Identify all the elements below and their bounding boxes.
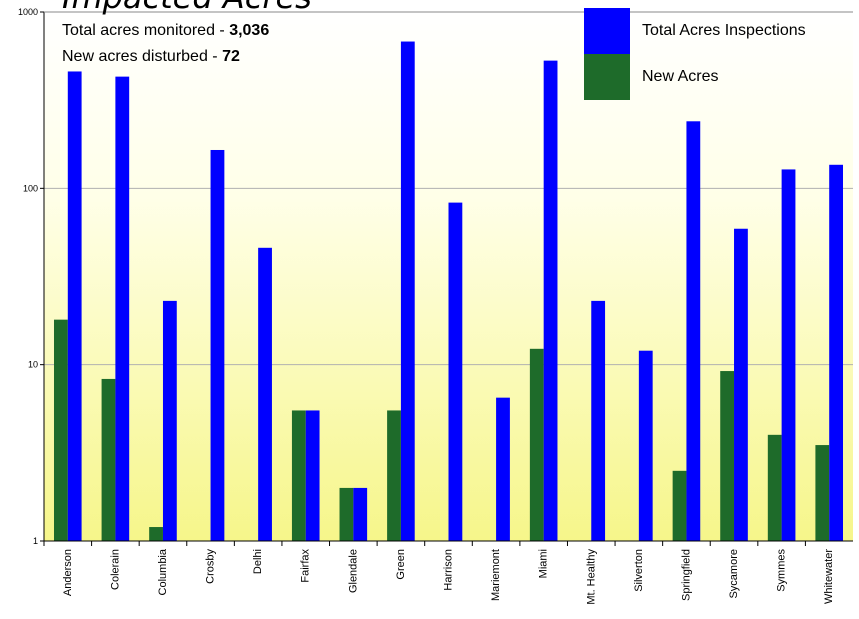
bar-total-acres: [353, 487, 368, 541]
x-tick-label: Green: [395, 549, 407, 580]
bar-total-acres: [400, 41, 415, 541]
bar-total-acres: [210, 149, 225, 542]
y-tick-label: 10: [28, 360, 38, 370]
x-tick-label: Whitewater: [823, 549, 835, 604]
x-tick-label: Fairfax: [300, 549, 312, 583]
x-tick-label: Sycamore: [728, 549, 740, 599]
legend-item-total: Total Acres Inspections: [584, 8, 806, 54]
x-tick-label: Anderson: [62, 549, 74, 596]
bar-new-acres: [720, 371, 735, 541]
x-tick-label: Harrison: [443, 549, 455, 591]
bar-total-acres: [829, 164, 844, 542]
bar-total-acres: [67, 71, 82, 541]
bar-total-acres: [448, 202, 463, 541]
bar-total-acres: [686, 121, 701, 541]
y-tick-label: 100: [23, 183, 38, 193]
bar-total-acres: [734, 228, 748, 542]
legend-label-new: New Acres: [642, 68, 719, 85]
bar-total-acres: [543, 60, 558, 541]
x-tick-label: Delhi: [252, 549, 264, 574]
bar-total-acres: [781, 169, 796, 541]
bar-new-acres: [291, 410, 306, 541]
bar-new-acres: [767, 434, 782, 541]
bar-total-acres: [496, 397, 510, 541]
bar-new-acres: [815, 445, 830, 541]
x-tick-label: Colerain: [109, 549, 121, 590]
x-tick-label: Mariemont: [490, 549, 502, 601]
x-tick-label: Mt. Healthy: [585, 549, 597, 605]
x-tick-label: Glendale: [347, 549, 359, 593]
x-tick-label: Crosby: [205, 549, 217, 584]
bar-new-acres: [529, 348, 544, 541]
legend-item-new: New Acres: [584, 54, 718, 100]
x-tick-label: Miami: [538, 549, 550, 578]
x-tick-label: Columbia: [157, 548, 169, 595]
labels: 1 10 100 1000 Anderson Colerain Columbia Crosby…: [18, 7, 835, 605]
x-tick-label: Springfield: [680, 549, 692, 601]
bar-new-acres: [339, 487, 354, 541]
bar-new-acres: [387, 410, 401, 541]
y-tick-label: 1000: [18, 7, 38, 17]
new-acres-annotation: New acres disturbed - 72: [62, 48, 240, 65]
bars: [53, 41, 844, 542]
bar-new-acres: [101, 378, 116, 541]
chart-title: Impacted Acres: [62, 0, 312, 16]
bar-total-acres: [638, 350, 653, 541]
legend-swatch-total: [584, 8, 630, 54]
y-tick-label: 1: [33, 536, 38, 546]
x-tick-label: Symmes: [776, 549, 788, 592]
total-acres-annotation: Total acres monitored - 3,036: [62, 22, 270, 39]
bar-total-acres: [115, 76, 130, 542]
axes: [40, 11, 853, 546]
bar-total-acres: [162, 300, 177, 541]
bar-total-acres: [305, 410, 320, 541]
legend-swatch-new: [584, 54, 630, 100]
bar-total-acres: [591, 300, 606, 541]
legend-label-total: Total Acres Inspections: [642, 22, 806, 39]
bar-total-acres: [258, 247, 272, 542]
bar-new-acres: [53, 319, 68, 541]
bar-new-acres: [149, 527, 163, 541]
bar-new-acres: [672, 470, 687, 541]
x-tick-label: Silverton: [633, 549, 645, 592]
